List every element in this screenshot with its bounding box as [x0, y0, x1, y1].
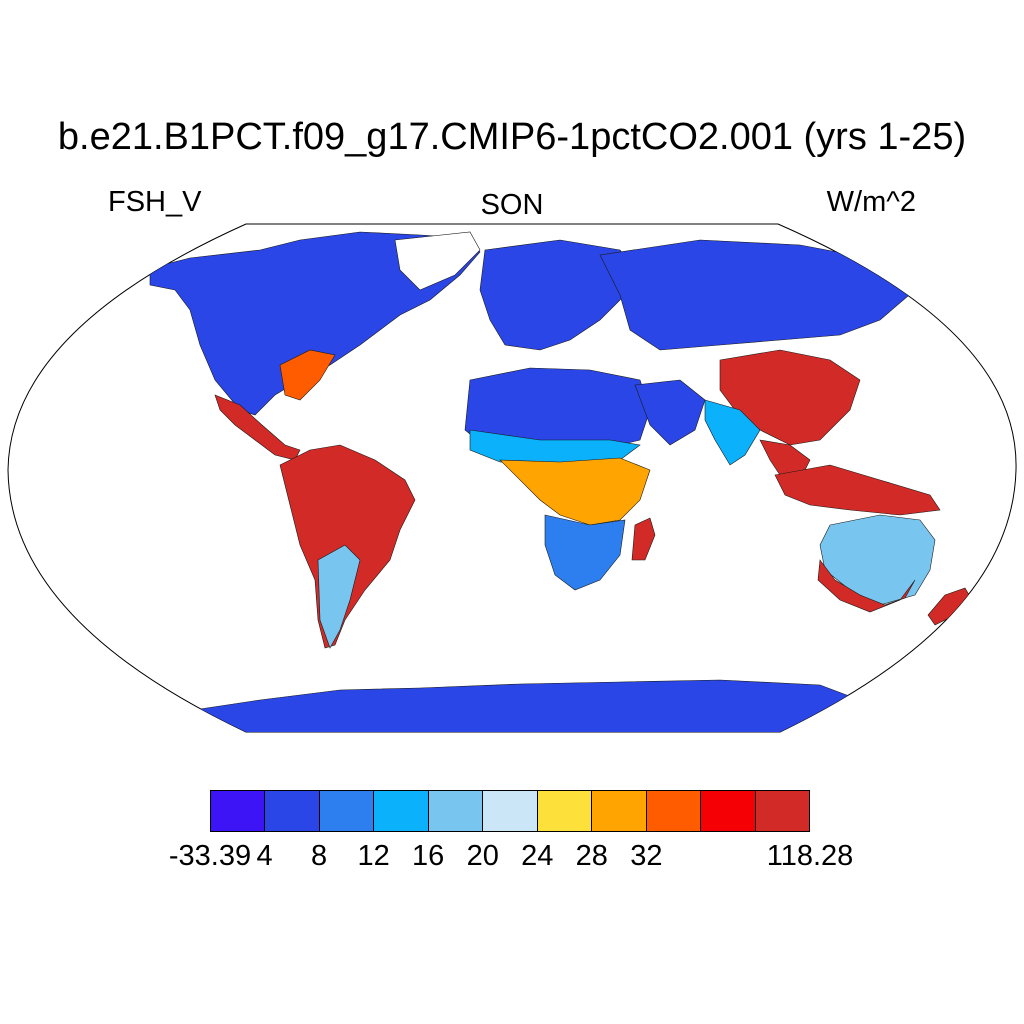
colorbar-box: [374, 791, 429, 831]
colorbar-box: [755, 791, 809, 831]
colorbar-box: [265, 791, 320, 831]
season-label: SON: [480, 189, 544, 221]
region-central-africa: [499, 457, 651, 526]
region-north-america: [149, 231, 481, 416]
region-greenland: [394, 231, 481, 291]
colorbar-box: [701, 791, 756, 831]
colorbar-tick-label: 8: [311, 840, 328, 872]
region-australian-coast: [817, 559, 916, 613]
colorbar-box: [211, 791, 266, 831]
region-southern-africa: [544, 514, 626, 591]
colorbar: [210, 790, 810, 832]
colorbar-tick-label: 28: [575, 840, 608, 872]
colorbar-tick-label: 20: [466, 840, 499, 872]
colorbar-box: [592, 791, 647, 831]
plot-title: b.e21.B1PCT.f09_g17.CMIP6-1pctCO2.001 (y…: [57, 116, 967, 158]
colorbar-tick-label: 12: [357, 840, 390, 872]
region-southern-south-america: [317, 544, 361, 649]
colorbar-tick-label: 32: [630, 840, 663, 872]
colorbar-tick-label: 24: [521, 840, 554, 872]
colorbar-tick-label: -33.39: [168, 840, 252, 872]
region-madagascar: [631, 517, 656, 561]
colorbar-box: [646, 791, 702, 831]
colorbar-labels: -33.39 4 8 12 16 20 24 28 32 118.28: [0, 840, 1024, 880]
variable-label: FSH_V: [108, 186, 202, 218]
colorbar-box: [483, 791, 538, 831]
region-china: [719, 349, 861, 446]
region-antarctica: [169, 679, 861, 732]
region-india: [704, 399, 761, 466]
colorbar-tick-label: 4: [256, 840, 273, 872]
region-indonesia: [774, 464, 941, 516]
region-south-america: [279, 444, 416, 649]
colorbar-tick-label: 118.28: [766, 840, 854, 872]
region-europe: [479, 239, 641, 351]
region-russia: [599, 239, 916, 351]
units-label: W/m^2: [826, 186, 916, 218]
colorbar-tick-label: 16: [412, 840, 445, 872]
colorbar-box: [319, 791, 375, 831]
region-australia: [819, 514, 936, 606]
colorbar-box: [428, 791, 484, 831]
region-arabian-peninsula: [634, 379, 706, 446]
region-eastern-united-states: [279, 349, 336, 401]
colorbar-box: [537, 791, 593, 831]
